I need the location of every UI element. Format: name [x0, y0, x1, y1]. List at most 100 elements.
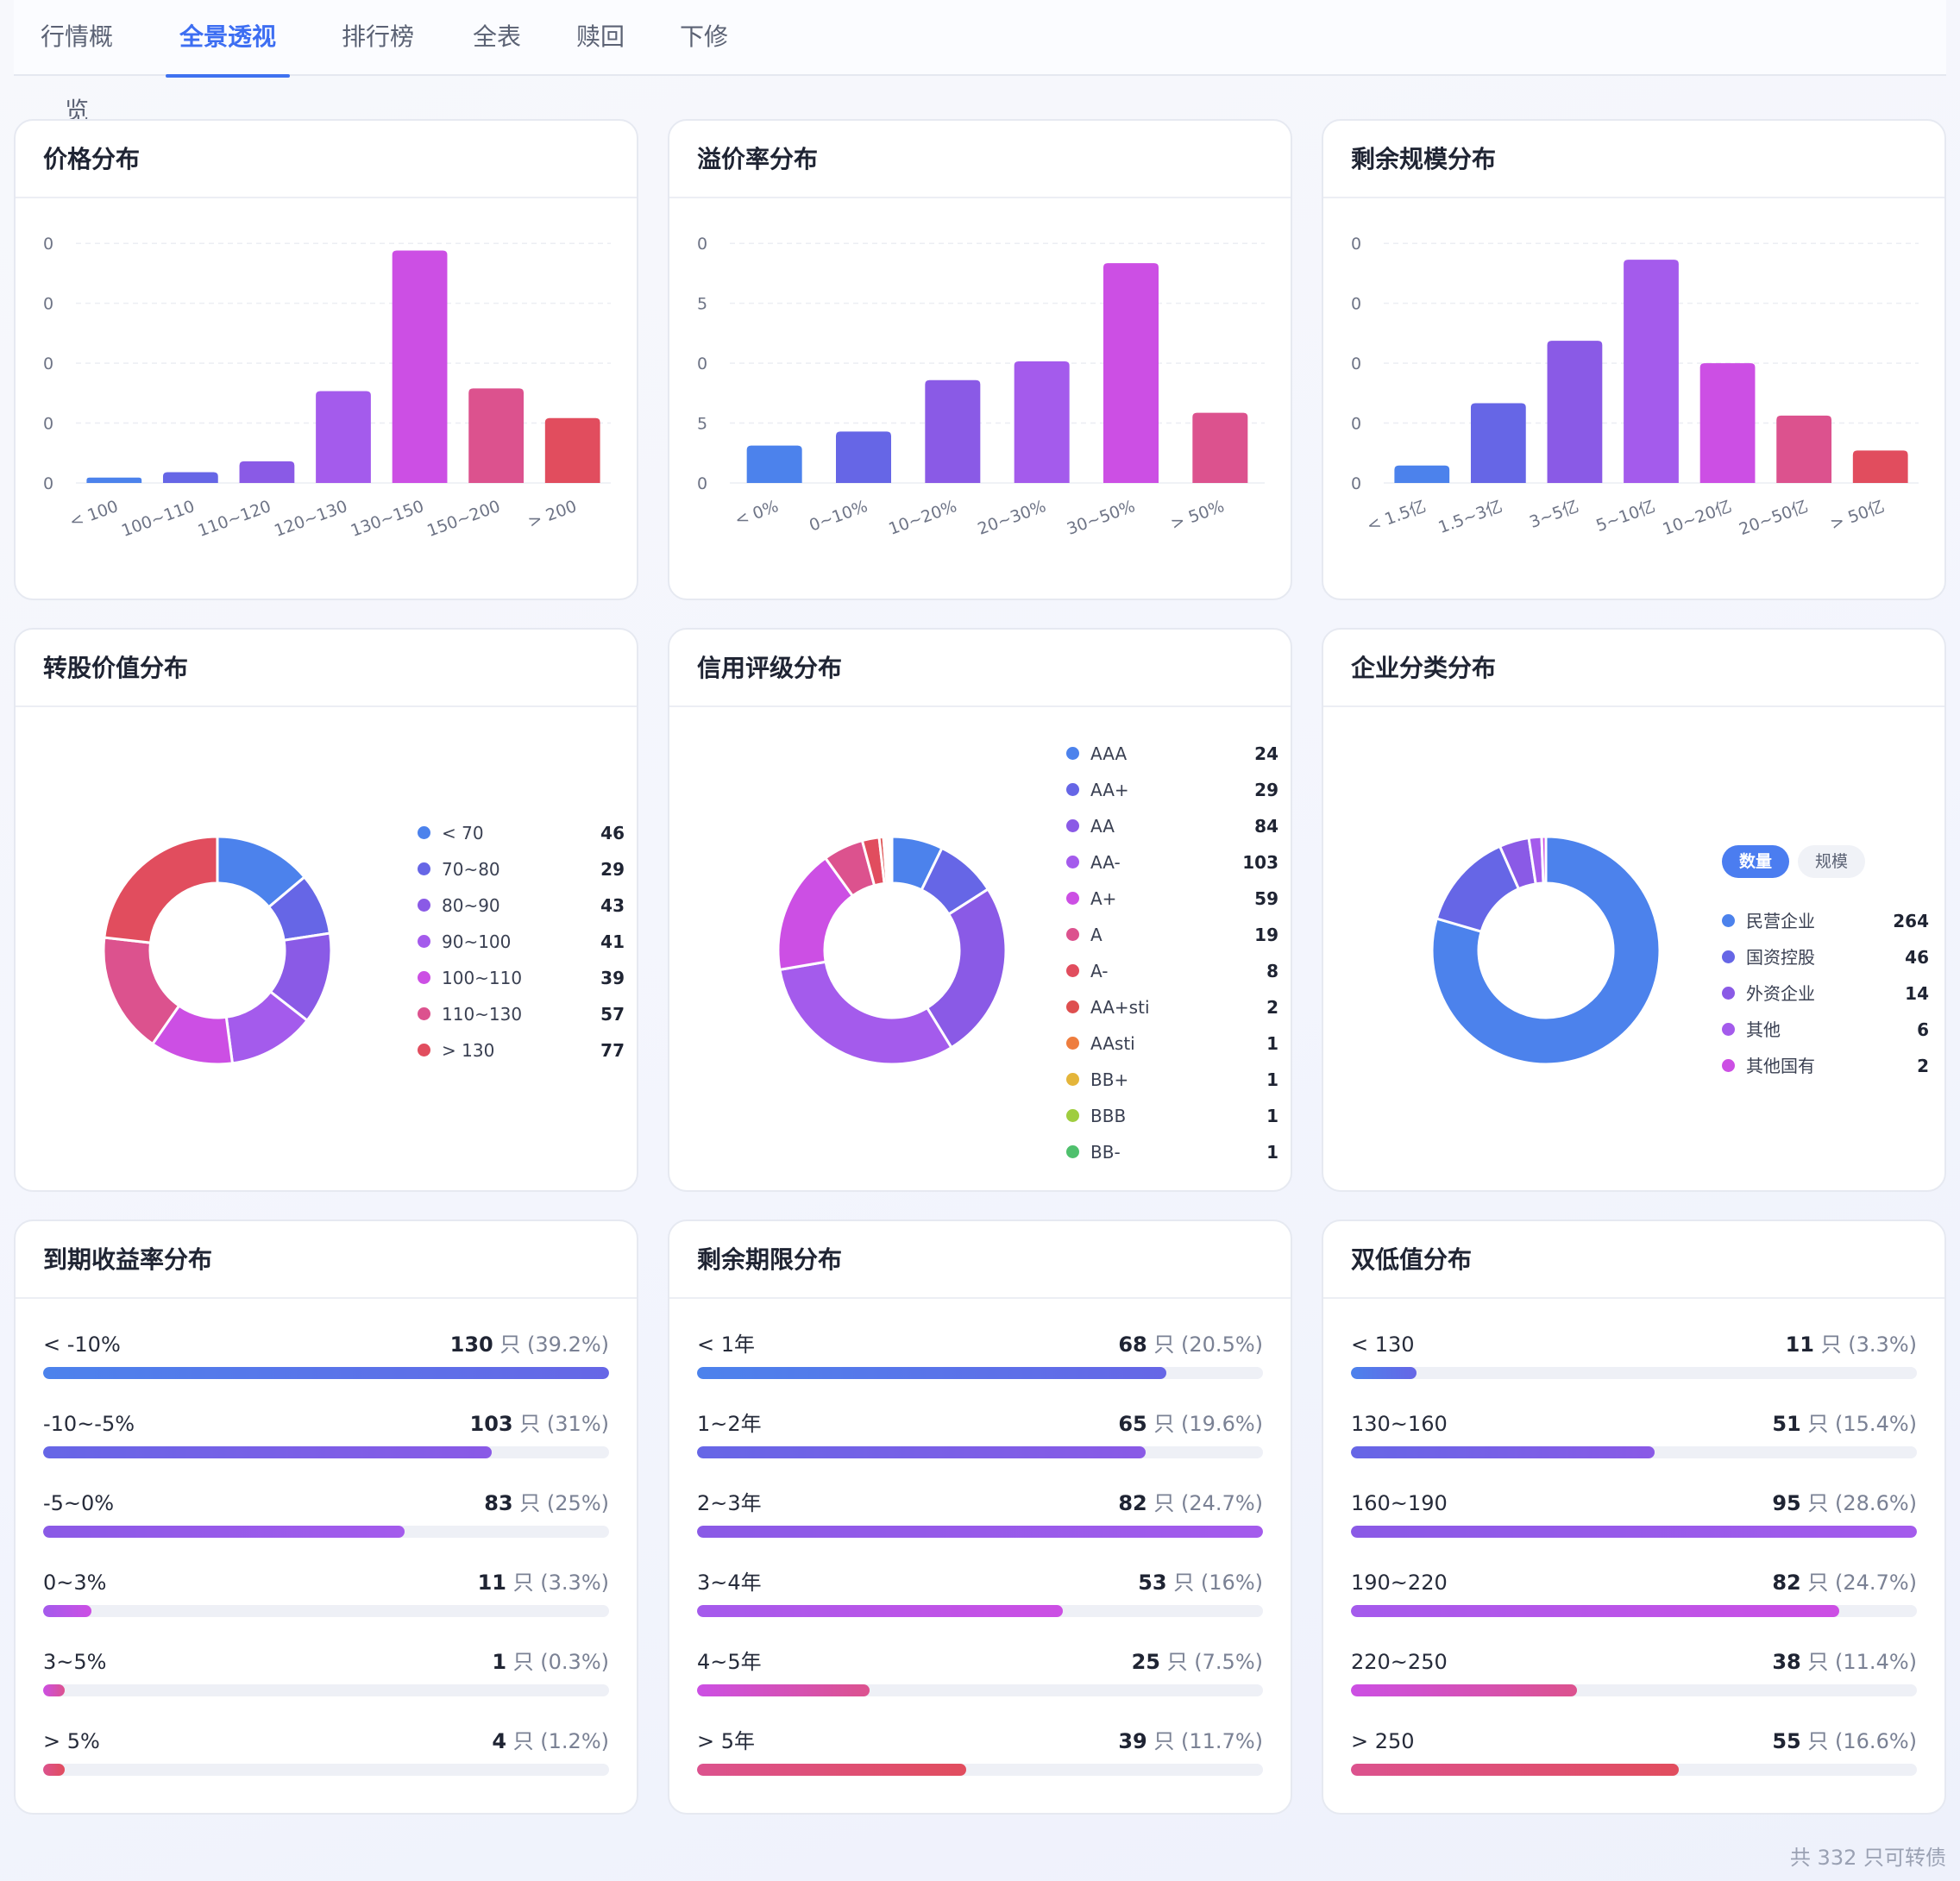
legend-item[interactable]: 民营企业 264 [1722, 904, 1929, 938]
y-tick-label: 0 [43, 474, 53, 493]
legend-item[interactable]: 外资企业 14 [1722, 976, 1929, 1011]
distribution-row: > 5% 4 只 (1.2%) [43, 1727, 609, 1782]
legend-item[interactable]: 90~100 41 [418, 925, 625, 959]
x-tick-label: 5~10亿 [1593, 497, 1657, 536]
legend-item[interactable]: 110~130 57 [418, 997, 625, 1031]
count-value: 11 [477, 1571, 507, 1595]
legend-count: 8 [1266, 961, 1278, 981]
legend-color-dot [1066, 783, 1079, 796]
range-label: 4~5年 [697, 1650, 762, 1674]
distribution-row: > 5年 39 只 (11.7%) [697, 1727, 1263, 1782]
y-tick-label: 0 [1351, 235, 1361, 254]
count-label: 53 只 (16%) [1138, 1568, 1263, 1597]
legend-item[interactable]: A- 8 [1066, 954, 1278, 988]
legend-item[interactable]: BBB 1 [1066, 1099, 1278, 1133]
legend-item[interactable]: < 70 46 [418, 816, 625, 850]
range-label: 3~5% [43, 1650, 107, 1674]
x-tick-label: > 50亿 [1828, 497, 1888, 534]
legend-item[interactable]: AA 84 [1066, 809, 1278, 843]
percent-label: (31%) [546, 1412, 609, 1436]
count-value: 82 [1772, 1571, 1801, 1595]
range-label: -10~-5% [43, 1412, 135, 1436]
legend-item[interactable]: 国资控股 46 [1722, 940, 1929, 975]
bar [1014, 361, 1070, 483]
count-label: 103 只 (31%) [470, 1409, 609, 1439]
progress-fill [697, 1526, 1263, 1538]
legend-item[interactable]: 其他 6 [1722, 1013, 1929, 1047]
bar [468, 388, 525, 483]
x-tick-label: 20~30% [975, 497, 1048, 539]
tab-downward-revision[interactable]: 下修 [679, 22, 728, 51]
tab-redemption[interactable]: 赎回 [575, 22, 625, 51]
tab-ranking[interactable]: 排行榜 [342, 22, 415, 51]
conversion-value-card: 转股价值分布 < 70 46 70~80 29 80~90 43 90~100 41 100~1… [14, 628, 638, 1192]
legend-item[interactable]: AA- 103 [1066, 845, 1278, 880]
percent-label: (24.7%) [1835, 1571, 1917, 1595]
legend-item[interactable]: A+ 59 [1066, 881, 1278, 916]
legend-label: 70~80 [442, 859, 500, 880]
card-title: 剩余规模分布 [1323, 121, 1944, 198]
count-value: 25 [1131, 1650, 1161, 1674]
count-label: 68 只 (20.5%) [1118, 1330, 1263, 1359]
legend-item[interactable]: AAA 24 [1066, 737, 1278, 771]
progress-fill [43, 1526, 405, 1538]
donut-slice [778, 960, 953, 1066]
legend-color-dot [418, 971, 430, 984]
tab-full-table[interactable]: 全表 [472, 22, 521, 51]
legend-item[interactable]: AAsti 1 [1066, 1026, 1278, 1061]
unit-label: 只 [512, 1650, 534, 1674]
percent-label: (20.5%) [1181, 1332, 1263, 1357]
legend-item[interactable]: BB+ 1 [1066, 1063, 1278, 1097]
legend-label: BBB [1090, 1106, 1127, 1126]
legend-item[interactable]: AA+ 29 [1066, 773, 1278, 807]
legend-label: < 70 [442, 823, 484, 843]
progress-fill [1351, 1526, 1917, 1538]
double-low-card: 双低值分布 < 130 11 只 (3.3%) 130~160 51 只 (15.4%… [1322, 1220, 1946, 1815]
legend-item[interactable]: 100~110 39 [418, 961, 625, 995]
legend-color-dot [418, 935, 430, 948]
legend-item[interactable]: A 19 [1066, 918, 1278, 952]
legend-item[interactable]: AA+sti 2 [1066, 990, 1278, 1025]
distribution-row: 0~3% 11 只 (3.3%) [43, 1568, 609, 1623]
legend-item[interactable]: BB- 1 [1066, 1135, 1278, 1169]
legend-item[interactable]: 其他国有 2 [1722, 1049, 1929, 1083]
card-title: 双低值分布 [1323, 1221, 1944, 1299]
card-title: 到期收益率分布 [16, 1221, 637, 1299]
toggle-count-button[interactable]: 数量 [1722, 845, 1789, 878]
tab-market-overview[interactable]: 行情概览 [40, 22, 113, 125]
progress-track [1351, 1367, 1917, 1379]
legend-item[interactable]: > 130 77 [418, 1033, 625, 1068]
legend-color-dot [1066, 928, 1079, 941]
card-title: 价格分布 [16, 121, 637, 198]
x-tick-label: 100~110 [119, 497, 198, 541]
progress-track [43, 1605, 609, 1617]
conversion-value-donut [102, 835, 333, 1066]
x-tick-label: 0~10% [807, 497, 870, 536]
bar [316, 391, 371, 483]
legend-label: 110~130 [442, 1004, 523, 1025]
scale-distribution-card: 剩余规模分布 0 0 0 0 0 < 1.5亿 1.5~3亿 3~5亿 5~10亿 10~20亿 2… [1322, 119, 1946, 600]
count-label: 11 只 (3.3%) [1786, 1330, 1917, 1359]
count-label: 4 只 (1.2%) [492, 1727, 609, 1756]
progress-fill [1351, 1684, 1578, 1696]
tab-panorama[interactable]: 全景透视 [166, 0, 290, 78]
progress-track [697, 1367, 1263, 1379]
legend-color-dot [1066, 1037, 1079, 1050]
toggle-scale-button[interactable]: 规模 [1798, 845, 1865, 878]
bar [86, 477, 142, 483]
bar [1776, 415, 1832, 483]
percent-label: (16.6%) [1835, 1729, 1917, 1753]
progress-track [1351, 1446, 1917, 1458]
legend-count: 2 [1266, 997, 1278, 1018]
y-tick-label: 0 [697, 235, 707, 254]
legend-item[interactable]: 80~90 43 [418, 888, 625, 923]
distribution-row: < 130 11 只 (3.3%) [1351, 1330, 1917, 1385]
unit-label: 只 [1173, 1571, 1195, 1595]
distribution-row: < 1年 68 只 (20.5%) [697, 1330, 1263, 1385]
legend-count: 29 [600, 859, 625, 880]
legend-count: 264 [1893, 911, 1929, 931]
legend-item[interactable]: 70~80 29 [418, 852, 625, 887]
donut-slice [925, 887, 1008, 1050]
percent-label: (7.5%) [1194, 1650, 1263, 1674]
distribution-row: 3~5% 1 只 (0.3%) [43, 1647, 609, 1702]
